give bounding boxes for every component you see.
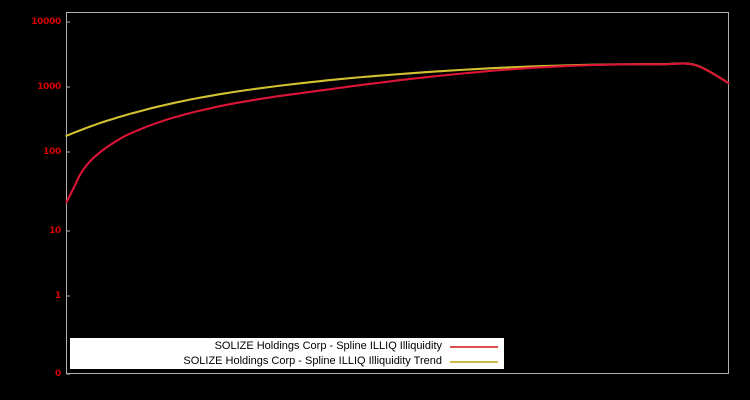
y-axis-tick-marks: [66, 21, 70, 375]
legend-label-illiquidity: SOLIZE Holdings Corp - Spline ILLIQ Illi…: [214, 339, 442, 352]
y-axis-label-100: 100: [43, 147, 61, 157]
y-axis-label-10000: 10000: [31, 17, 61, 27]
legend-label-trend: SOLIZE Holdings Corp - Spline ILLIQ Illi…: [183, 354, 442, 367]
y-axis-label-1: 1: [55, 291, 61, 301]
y-axis-label-1000: 1000: [37, 82, 61, 92]
legend-swatch-trend: [450, 355, 498, 368]
y-axis-label-10: 10: [49, 226, 61, 236]
chart-legend: SOLIZE Holdings Corp - Spline ILLIQ Illi…: [70, 338, 504, 369]
legend-swatch-illiquidity: [450, 340, 498, 353]
data-series-layer: [65, 62, 730, 204]
plot-frame: [66, 12, 729, 374]
y-axis-label-0: 0: [55, 369, 61, 379]
legend-entry-illiquidity: SOLIZE Holdings Corp - Spline ILLIQ Illi…: [70, 339, 504, 354]
series-line-illiquidity: [65, 62, 730, 204]
legend-entry-trend: SOLIZE Holdings Corp - Spline ILLIQ Illi…: [70, 354, 504, 369]
